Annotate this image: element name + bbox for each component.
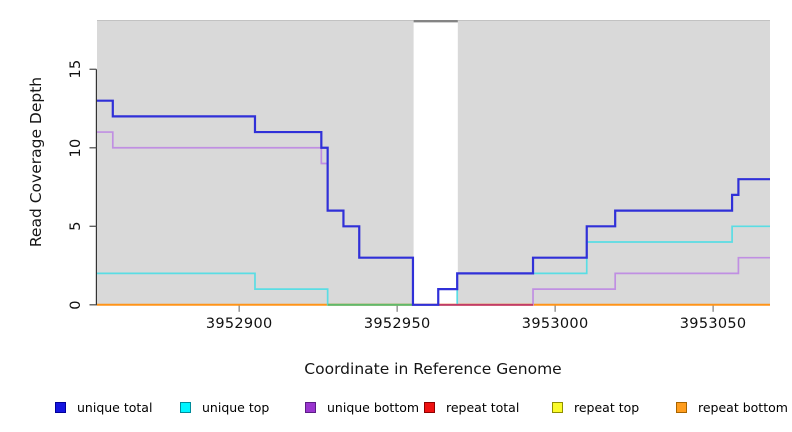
x-tick-label: 3953050	[679, 316, 747, 332]
masked-gap-region	[413, 20, 458, 306]
legend-label: repeat total	[446, 399, 520, 415]
legend-item-repeat-top: repeat top	[552, 398, 639, 416]
legend-swatch-icon	[55, 401, 66, 413]
legend: unique total unique top unique bottom repea…	[0, 398, 792, 418]
x-tick-label: 3952900	[205, 316, 273, 332]
legend-swatch-icon	[424, 401, 435, 413]
x-axis-title: Coordinate in Reference Genome	[304, 360, 562, 378]
y-tick-label: 15	[68, 59, 84, 79]
y-tick-label: 5	[68, 221, 84, 232]
legend-swatch-icon	[305, 401, 316, 413]
legend-item-unique-bottom: unique bottom	[305, 398, 419, 416]
legend-swatch-icon	[552, 401, 563, 413]
y-tick-label: 0	[68, 300, 84, 310]
series-line-unique-total	[97, 99, 770, 306]
legend-swatch-icon	[676, 401, 687, 413]
coverage-plot-canvas	[89, 20, 770, 312]
legend-label: unique total	[77, 399, 153, 415]
legend-item-unique-top: unique top	[180, 398, 269, 416]
legend-label: unique top	[202, 399, 270, 415]
x-tick-label: 3953000	[521, 316, 589, 332]
x-tick-label: 3952950	[363, 316, 431, 332]
y-axis-title: Read Coverage Depth	[27, 76, 45, 248]
y-tick-label: 10	[68, 138, 84, 158]
legend-item-unique-total: unique total	[55, 398, 152, 416]
legend-label: unique bottom	[327, 399, 420, 415]
legend-label: repeat top	[574, 399, 640, 415]
legend-item-repeat-bottom: repeat bottom	[676, 398, 788, 416]
legend-label: repeat bottom	[698, 399, 788, 415]
legend-item-repeat-total: repeat total	[424, 398, 519, 416]
legend-swatch-icon	[180, 401, 191, 413]
